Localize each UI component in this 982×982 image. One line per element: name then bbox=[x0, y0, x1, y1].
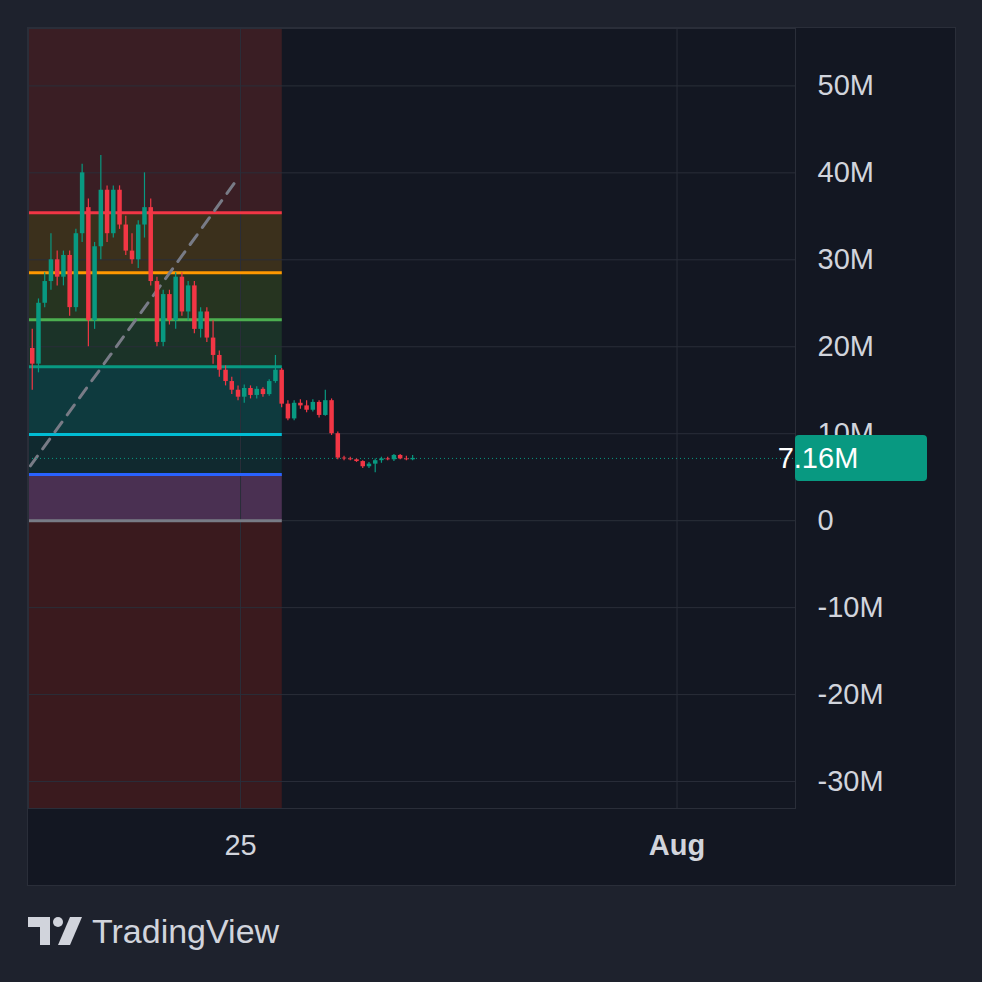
svg-text:10M: 10M bbox=[817, 417, 874, 449]
svg-text:Aug: Aug bbox=[649, 829, 705, 861]
svg-text:7.16M: 7.16M bbox=[778, 442, 859, 474]
svg-text:0: 0 bbox=[818, 504, 834, 536]
svg-text:40M: 40M bbox=[818, 156, 874, 188]
svg-text:30M: 30M bbox=[818, 243, 874, 275]
svg-text:50M: 50M bbox=[818, 69, 874, 101]
html-text:TradingView: TradingView bbox=[92, 912, 280, 950]
svg-text:-10M: -10M bbox=[818, 591, 884, 623]
svg-text:-30M: -30M bbox=[818, 765, 884, 797]
svg-text:25: 25 bbox=[224, 829, 256, 861]
svg-text:-20M: -20M bbox=[818, 678, 884, 710]
svg-text:20M: 20M bbox=[818, 330, 874, 362]
